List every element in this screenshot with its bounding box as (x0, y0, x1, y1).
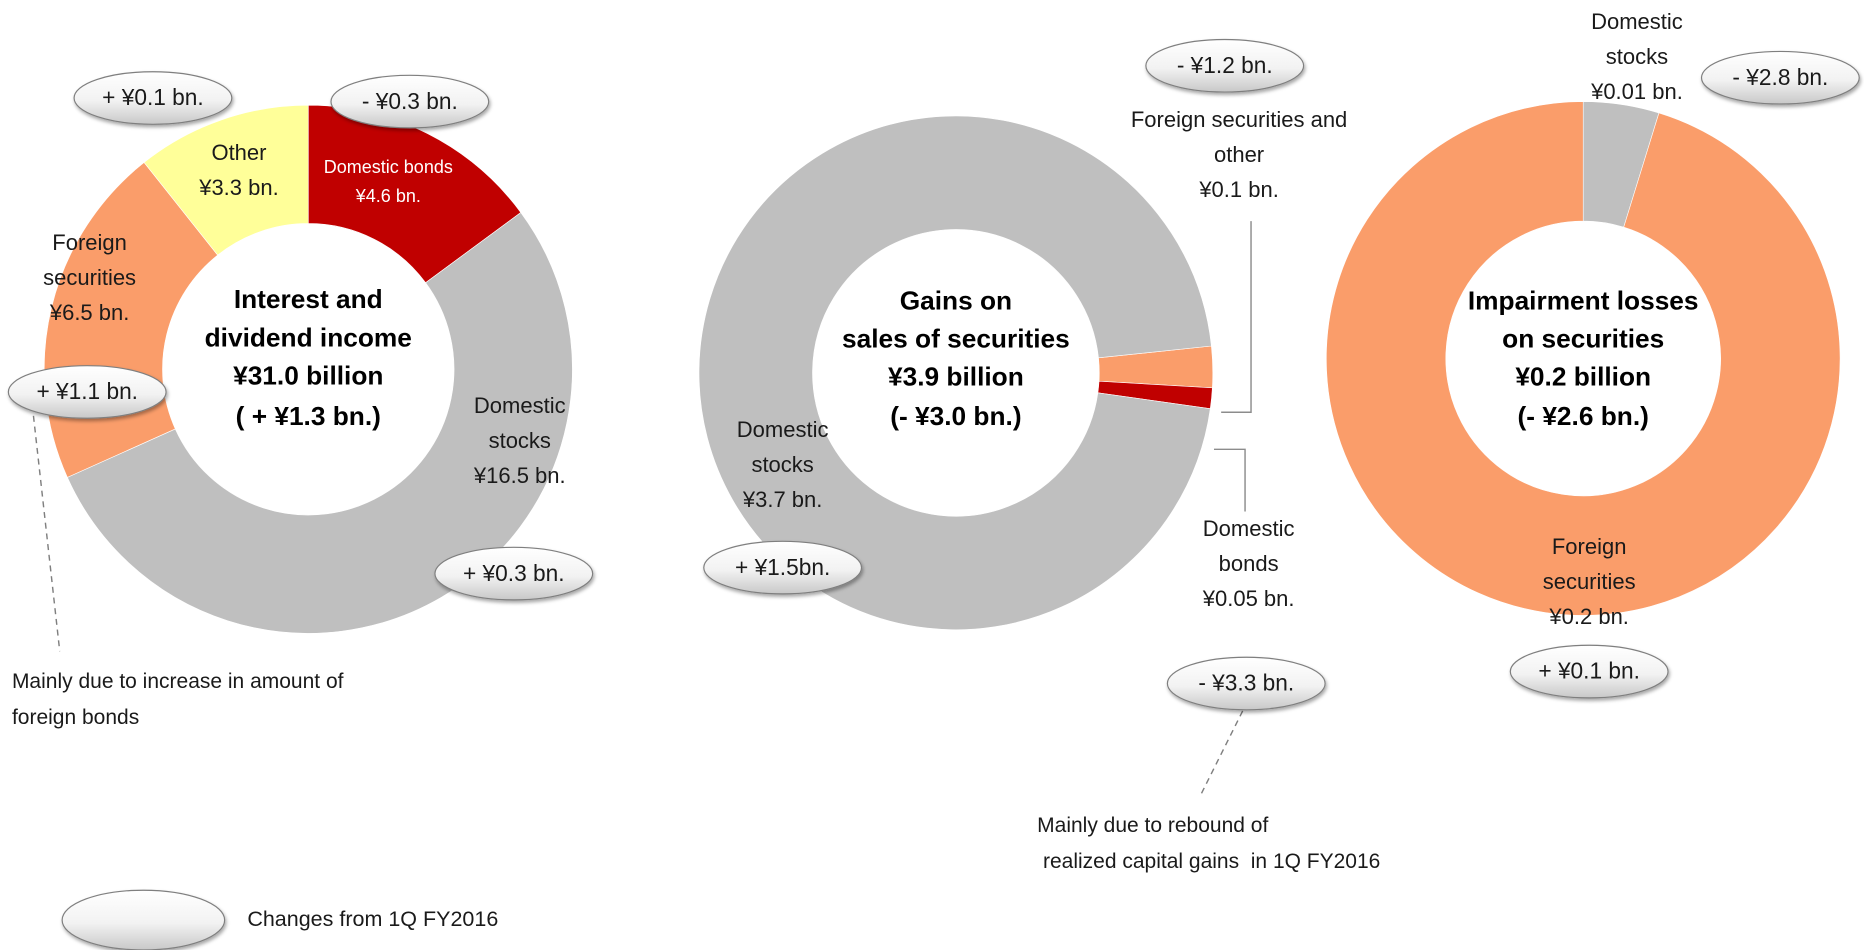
segment-value: ¥0.1 bn. (1199, 176, 1279, 202)
bubble-shape (1166, 656, 1326, 711)
segment-label: Other ¥3.3 bn. (185, 135, 293, 205)
change-bubble: - ¥2.8 bn. (1700, 50, 1860, 105)
segment-value: ¥0.05 bn. (1202, 586, 1295, 612)
change-bubble: + ¥0.3 bn. (434, 546, 594, 601)
change-bubble: + ¥1.5bn. (703, 540, 863, 595)
bubble-text: + ¥0.3 bn. (463, 560, 565, 586)
segment-name: Other (211, 140, 267, 166)
segment-name: Domestic bonds (1202, 516, 1295, 577)
segment-name: Foreign securities and other (1130, 106, 1348, 167)
segment-label: Domestic stocks ¥0.01 bn. (1571, 4, 1702, 109)
bubble-text: - ¥0.3 bn. (362, 88, 458, 114)
bubble-shape (73, 71, 233, 125)
chart-title: Impairment losses (1468, 285, 1699, 315)
change-bubble: + ¥1.1 bn. (7, 365, 167, 419)
segment-value: ¥16.5 bn. (473, 463, 566, 489)
annotation-line (32, 415, 61, 652)
bubble-shape (1700, 50, 1860, 105)
change-bubble: - ¥1.2 bn. (1145, 38, 1305, 93)
bubble-shape (330, 74, 490, 129)
segment-name: Domestic stocks (473, 393, 566, 454)
annotation: Mainly due to increase in amount of forei… (12, 664, 344, 736)
bubble-text: + ¥1.5bn. (735, 554, 830, 580)
donut-segment (66, 212, 573, 634)
segment-value: ¥0.01 bn. (1591, 78, 1683, 104)
legend-label: Changes from 1Q FY2016 (247, 907, 498, 931)
chart-title: ¥3.9 billion (888, 362, 1024, 392)
chart-title: Interest and (234, 284, 383, 314)
bubble-shape (7, 365, 167, 419)
annotation-line (1200, 710, 1244, 795)
bubble-text: - ¥3.3 bn. (1198, 670, 1294, 696)
chart-title: on securities (1502, 324, 1664, 354)
segment-label: Foreign securities ¥0.2 bn. (1523, 529, 1654, 634)
segment-label: Foreign securities and other ¥0.1 bn. (1129, 102, 1350, 207)
annotation-line-text: foreign bonds (11, 706, 140, 730)
chart-title: ¥31.0 billion (233, 361, 383, 391)
annotation-line-text: realized capital gains in 1Q FY2016 (1037, 849, 1381, 873)
bubble-shape (1145, 38, 1305, 93)
annotation: Mainly due to rebound of realized capita… (1037, 808, 1380, 880)
segment-value: ¥3.3 bn. (199, 175, 279, 201)
chart-title: ( + ¥1.3 bn.) (236, 401, 381, 431)
bubble-text: - ¥2.8 bn. (1732, 64, 1828, 90)
bubble-text: - ¥1.2 bn. (1177, 52, 1273, 78)
segment-name: Domestic bonds (323, 156, 453, 177)
change-bubble: - ¥3.3 bn. (1166, 656, 1326, 711)
donut-segment (143, 104, 309, 256)
bubble-shape (434, 546, 594, 601)
annotation-line-text: Mainly due to rebound of (1037, 813, 1269, 837)
segment-name: Foreign securities (1542, 534, 1636, 595)
leader-line (1213, 448, 1246, 512)
change-bubble: - ¥0.3 bn. (330, 74, 490, 129)
segment-label: Domestic bonds ¥0.05 bn. (1183, 511, 1314, 616)
bubble-shape (703, 540, 863, 595)
segment-label: Domestic stocks ¥3.7 bn. (711, 412, 854, 517)
segment-value: ¥3.7 bn. (742, 487, 823, 513)
bubble-text: + ¥0.1 bn. (1538, 658, 1640, 684)
chart-title: Gains on (900, 285, 1012, 315)
bubble-shape (1509, 644, 1669, 699)
chart-title: sales of securities (842, 324, 1070, 354)
chart-title: (- ¥3.0 bn.) (890, 401, 1021, 431)
chart-title: ¥0.2 billion (1515, 362, 1651, 392)
segment-label: Foreign securities ¥6.5 bn. (24, 225, 155, 330)
bubble-shape (61, 889, 226, 950)
segment-label: Domestic stocks ¥16.5 bn. (454, 388, 585, 493)
segment-name: Domestic stocks (1591, 8, 1683, 69)
legend-symbol (61, 889, 226, 950)
bubble-text: + ¥1.1 bn. (36, 378, 138, 404)
change-bubble: + ¥0.1 bn. (73, 71, 233, 125)
segment-label: Domestic bonds ¥4.6 bn. (293, 153, 484, 211)
segment-value: ¥4.6 bn. (355, 185, 421, 206)
segment-name: Foreign securities (43, 229, 137, 290)
segment-value: ¥6.5 bn. (49, 299, 130, 325)
segment-name: Domestic stocks (736, 417, 829, 478)
chart-title: dividend income (205, 322, 412, 352)
donut-segment (1326, 101, 1841, 616)
bubble-text: + ¥0.1 bn. (102, 84, 204, 110)
change-bubble: + ¥0.1 bn. (1509, 644, 1669, 699)
annotation-line-text: Mainly due to increase in amount of (11, 670, 344, 694)
donut-segment (698, 115, 1212, 630)
segment-value: ¥0.2 bn. (1549, 604, 1629, 630)
chart-title: (- ¥2.6 bn.) (1518, 401, 1649, 431)
leader-line (1221, 221, 1252, 413)
